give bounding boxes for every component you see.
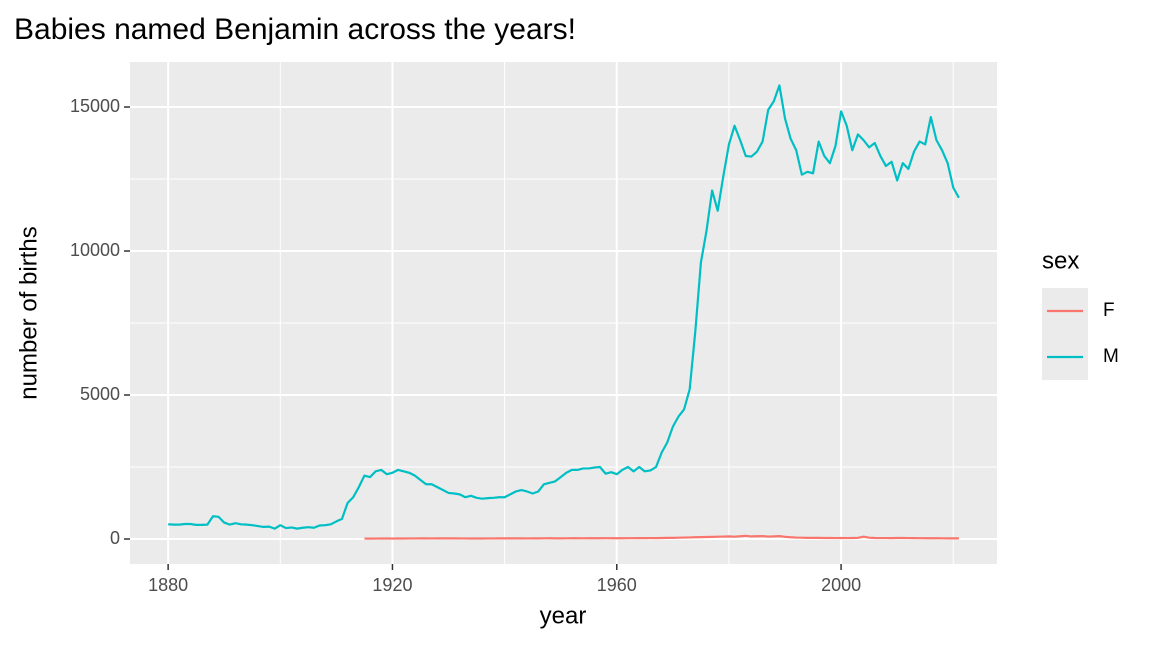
legend-key-bg	[1042, 288, 1088, 380]
y-tick-label: 0	[110, 528, 120, 548]
x-tick-label: 1880	[148, 575, 188, 595]
y-tick-label: 5000	[80, 384, 120, 404]
chart-title: Babies named Benjamin across the years!	[14, 13, 576, 46]
y-tick-label: 15000	[70, 96, 120, 116]
x-tick-label: 2000	[821, 575, 861, 595]
legend-label: F	[1103, 300, 1115, 321]
x-axis-label: year	[540, 602, 587, 629]
lines	[168, 84, 960, 540]
series-line	[364, 534, 959, 540]
panel	[130, 62, 997, 564]
y-axis-label: number of births	[15, 226, 42, 399]
x-tick-label: 1960	[597, 575, 637, 595]
series-line	[168, 84, 960, 530]
legend-title: sex	[1042, 247, 1079, 274]
x-tick-label: 1920	[372, 575, 412, 595]
y-tick-label: 10000	[70, 240, 120, 260]
legend: FM	[1042, 288, 1119, 380]
legend-label: M	[1103, 346, 1119, 367]
